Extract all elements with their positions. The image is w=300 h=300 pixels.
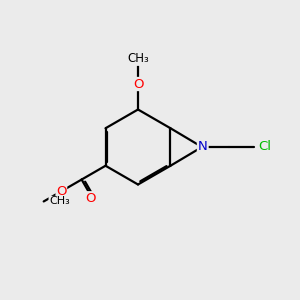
Text: O: O <box>86 192 96 205</box>
Text: O: O <box>56 185 67 198</box>
Text: Cl: Cl <box>258 140 271 154</box>
Text: N: N <box>198 140 208 153</box>
Text: CH₃: CH₃ <box>49 196 70 206</box>
Text: O: O <box>197 141 208 154</box>
Text: CH₃: CH₃ <box>127 52 149 65</box>
Text: O: O <box>133 77 143 91</box>
